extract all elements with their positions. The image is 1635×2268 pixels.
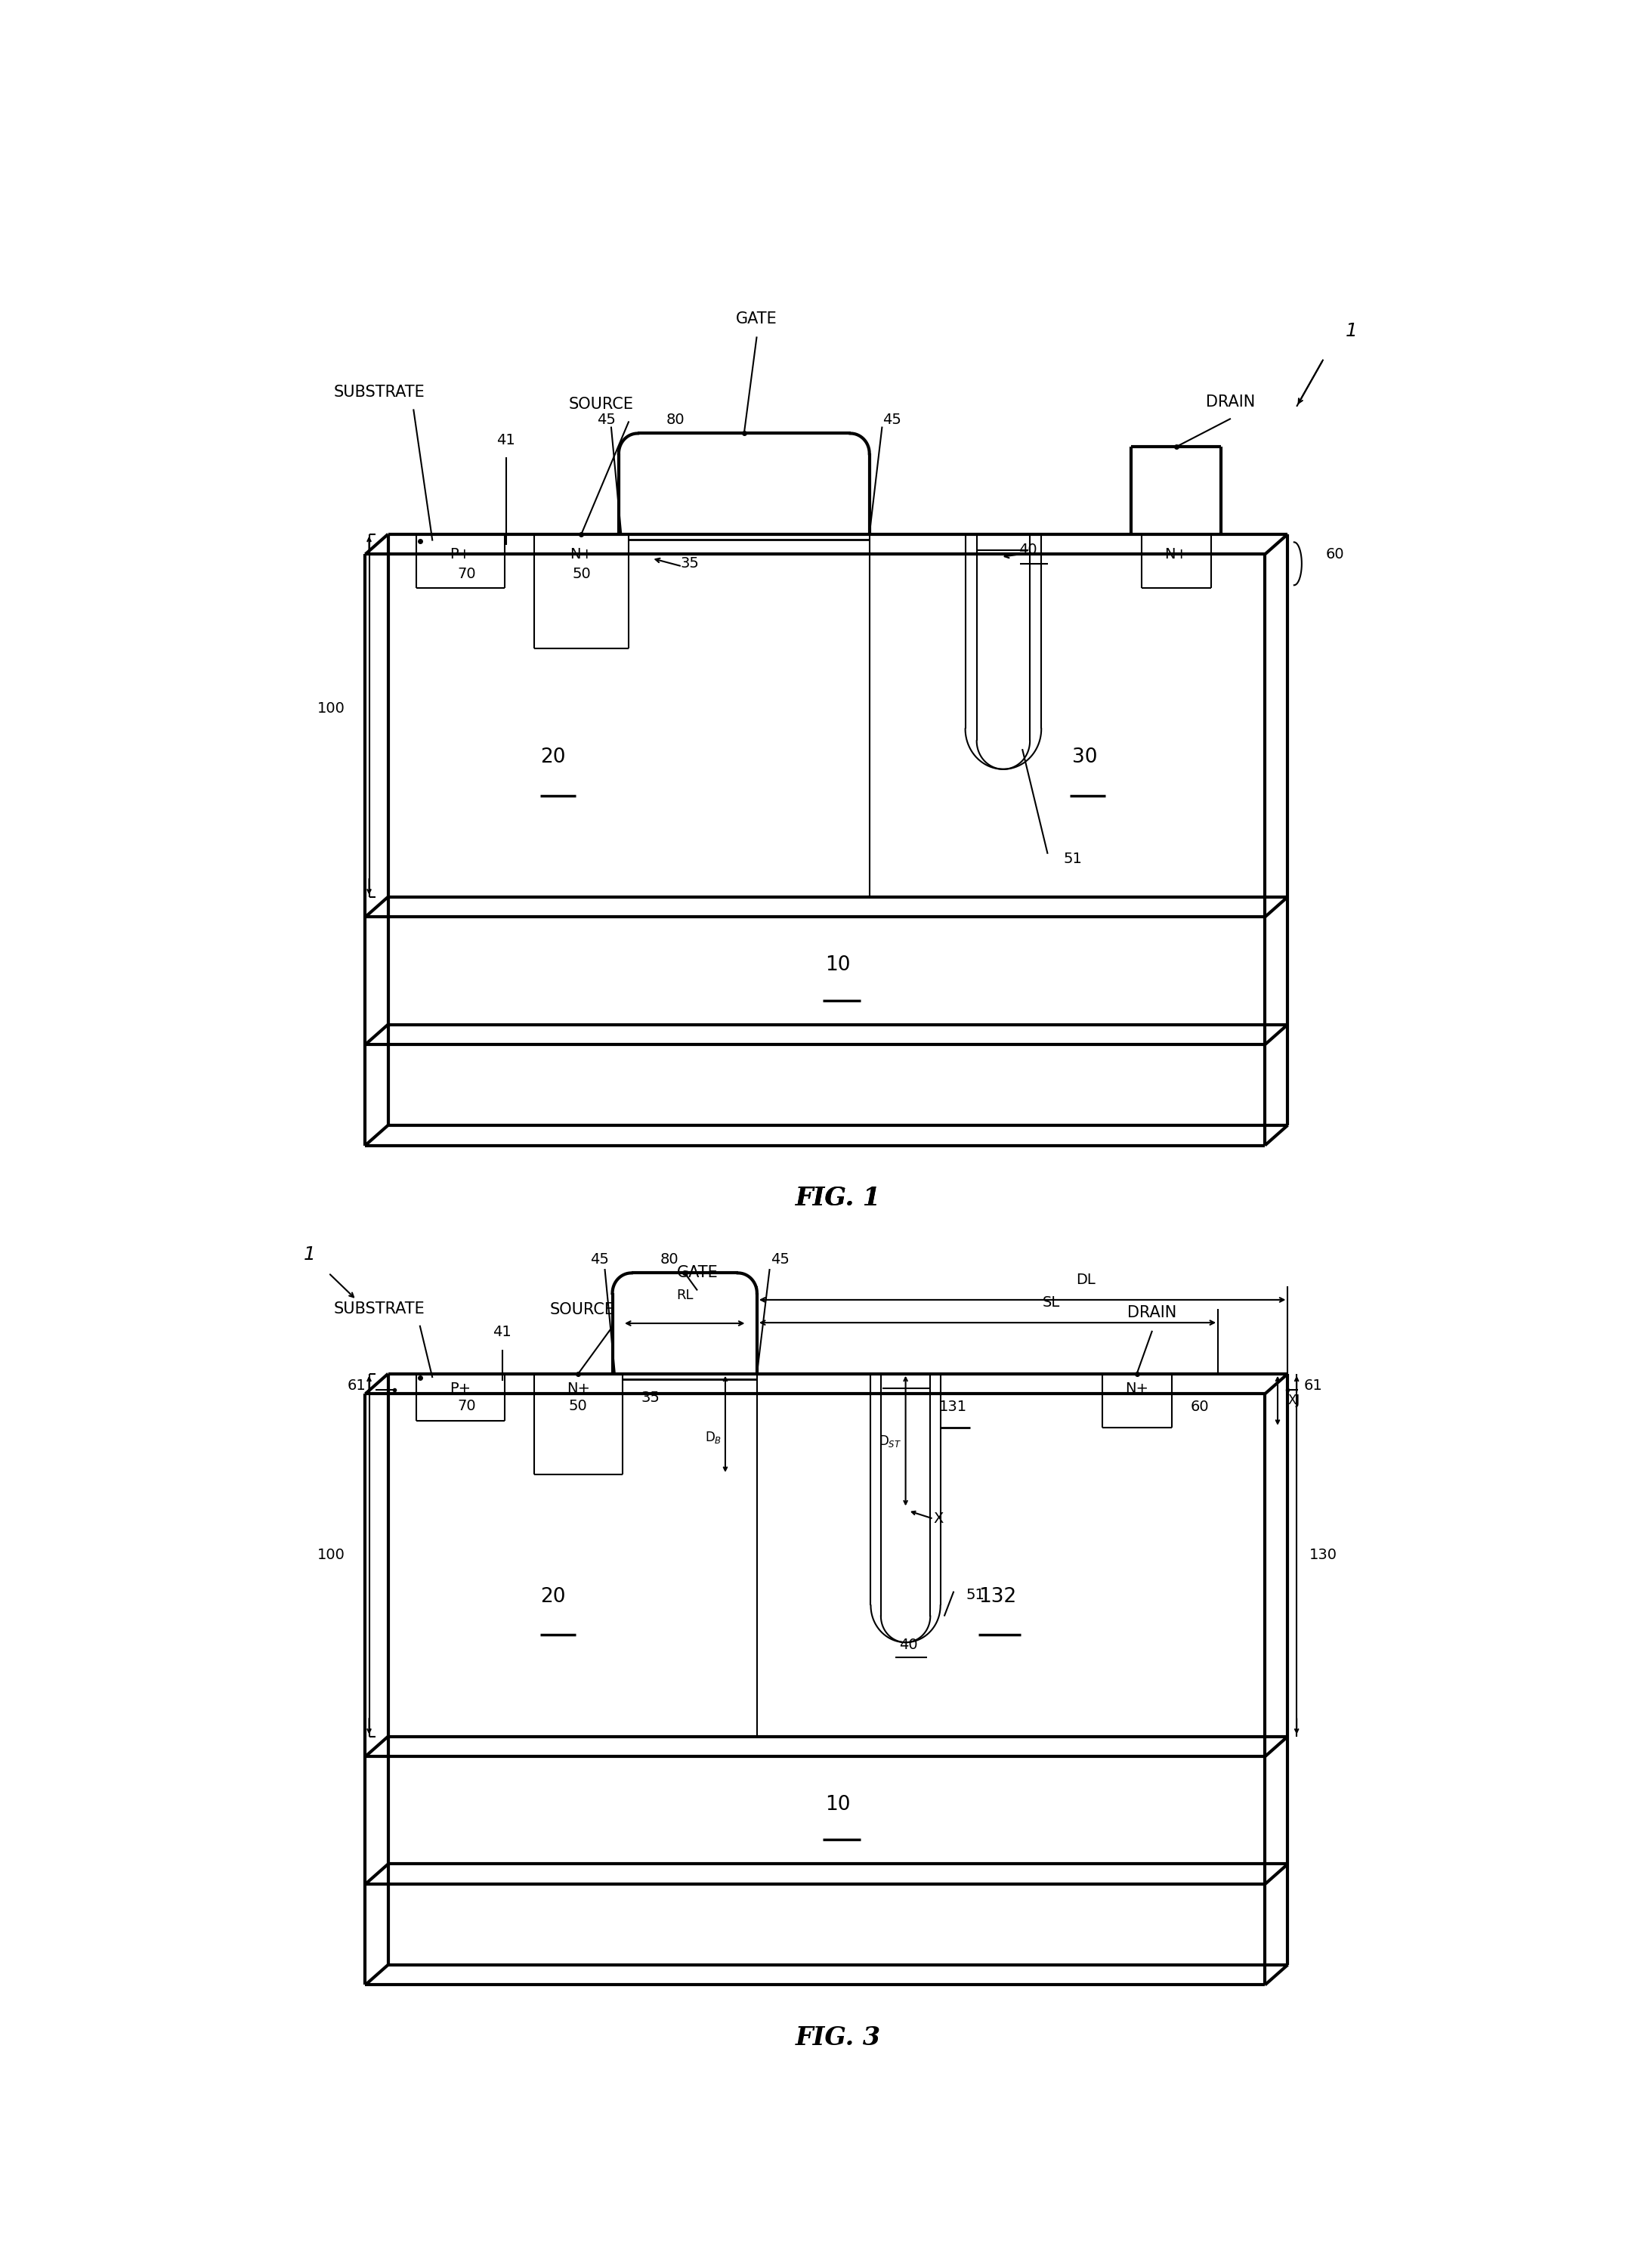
Text: DL: DL [1076, 1272, 1095, 1286]
Text: 45: 45 [770, 1252, 790, 1266]
Text: 70: 70 [458, 1399, 476, 1413]
Text: 1: 1 [304, 1245, 316, 1263]
Text: SUBSTRATE: SUBSTRATE [334, 1302, 425, 1315]
Text: 45: 45 [597, 413, 615, 426]
Text: 41: 41 [497, 433, 515, 447]
Text: 50: 50 [569, 1399, 587, 1413]
Text: 40: 40 [899, 1637, 917, 1651]
Text: 35: 35 [641, 1390, 661, 1404]
Text: XJ: XJ [1288, 1395, 1300, 1408]
Text: N+: N+ [569, 547, 594, 560]
Text: 100: 100 [317, 1547, 345, 1563]
Text: 61: 61 [1303, 1379, 1323, 1393]
Text: 131: 131 [940, 1399, 968, 1415]
Text: 45: 45 [883, 413, 901, 426]
Text: FIG. 1: FIG. 1 [795, 1186, 881, 1211]
Text: 100: 100 [317, 701, 345, 717]
Text: 51: 51 [966, 1588, 984, 1603]
Text: FIG. 1: FIG. 1 [795, 1186, 881, 1211]
Text: SOURCE: SOURCE [549, 1302, 615, 1318]
Text: 45: 45 [590, 1252, 610, 1266]
Text: 1: 1 [1346, 322, 1357, 340]
Text: N+: N+ [1164, 547, 1189, 560]
Text: GATE: GATE [736, 311, 777, 327]
Text: 20: 20 [540, 1588, 566, 1606]
Text: 130: 130 [1310, 1547, 1337, 1563]
Text: 51: 51 [1064, 853, 1082, 866]
Text: D$_{ST}$: D$_{ST}$ [880, 1433, 903, 1449]
Text: 10: 10 [826, 1796, 850, 1814]
Text: DRAIN: DRAIN [1207, 395, 1256, 411]
Text: DRAIN: DRAIN [1128, 1304, 1177, 1320]
Text: 50: 50 [572, 567, 590, 581]
Text: P+: P+ [450, 547, 471, 560]
Text: 60: 60 [1326, 547, 1344, 560]
Text: SOURCE: SOURCE [569, 397, 633, 413]
Text: FIG. 3: FIG. 3 [795, 2025, 881, 2050]
Text: N+: N+ [566, 1381, 590, 1395]
Text: 80: 80 [661, 1252, 679, 1266]
Text: 132: 132 [979, 1588, 1017, 1606]
Text: 80: 80 [667, 413, 685, 426]
Text: X: X [934, 1510, 943, 1526]
Text: 40: 40 [1019, 542, 1037, 558]
Text: RL: RL [677, 1288, 693, 1302]
Text: N+: N+ [1125, 1381, 1148, 1395]
Text: 60: 60 [1190, 1399, 1210, 1415]
Text: 70: 70 [458, 567, 476, 581]
Text: 61: 61 [347, 1379, 366, 1393]
Text: 10: 10 [826, 955, 850, 975]
Text: 30: 30 [1073, 748, 1097, 767]
Text: 35: 35 [680, 556, 700, 572]
Text: SUBSTRATE: SUBSTRATE [334, 386, 425, 399]
Text: 20: 20 [540, 748, 566, 767]
Text: D$_B$: D$_B$ [705, 1429, 721, 1445]
Text: SL: SL [1041, 1295, 1059, 1309]
Text: 41: 41 [492, 1325, 512, 1338]
Text: P+: P+ [450, 1381, 471, 1395]
Text: GATE: GATE [677, 1266, 718, 1279]
